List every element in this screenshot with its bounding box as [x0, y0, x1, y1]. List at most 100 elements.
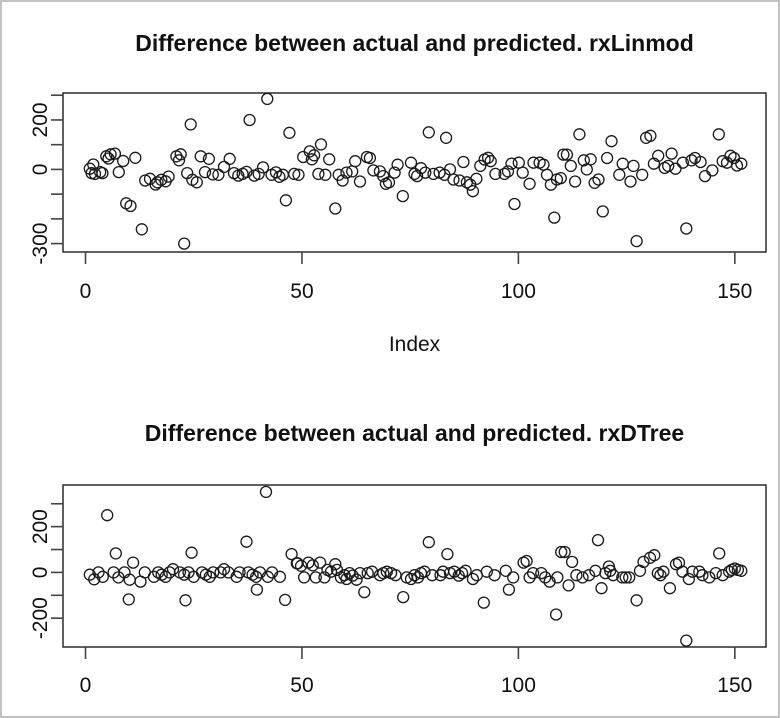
data-point	[619, 571, 632, 584]
data-point	[605, 135, 618, 148]
data-point	[735, 564, 748, 577]
data-point	[324, 565, 338, 578]
data-point	[353, 566, 367, 580]
data-point	[261, 570, 274, 583]
x-tick-label: 100	[501, 280, 536, 303]
data-point	[676, 565, 689, 578]
data-point	[88, 573, 101, 586]
data-point	[172, 154, 186, 167]
data-point	[363, 151, 377, 165]
data-point	[474, 159, 487, 173]
data-point	[123, 573, 136, 586]
data-point	[600, 151, 614, 165]
data-point	[250, 583, 264, 596]
data-point	[507, 571, 520, 584]
data-point	[336, 174, 349, 187]
data-point	[488, 569, 501, 582]
data-point	[291, 557, 304, 570]
data-point	[233, 566, 246, 579]
data-point	[520, 554, 533, 568]
data-point	[314, 138, 328, 151]
data-point	[648, 549, 661, 562]
data-point	[240, 165, 253, 179]
x-tick-label: 150	[717, 674, 752, 697]
data-point	[484, 155, 497, 168]
data-point	[685, 154, 698, 167]
data-point	[481, 151, 495, 164]
data-point	[294, 559, 308, 572]
data-point	[214, 566, 227, 579]
data-point	[313, 556, 327, 569]
data-point	[206, 168, 219, 181]
data-point	[178, 237, 191, 250]
y-tick-label: -300	[29, 223, 52, 265]
data-point	[279, 194, 293, 207]
data-point	[126, 556, 140, 569]
data-point	[426, 569, 439, 582]
data-point	[108, 147, 122, 160]
data-point	[309, 571, 322, 584]
data-point	[624, 175, 637, 188]
data-point	[616, 571, 629, 584]
data-point	[217, 160, 231, 174]
data-point	[273, 570, 287, 583]
data-point	[549, 608, 563, 621]
y-tick-label: -200	[29, 597, 52, 639]
data-point	[88, 167, 102, 181]
plot-box	[62, 484, 767, 648]
data-point	[92, 566, 105, 579]
data-point	[349, 155, 362, 168]
data-point	[391, 158, 404, 171]
data-point	[735, 157, 748, 170]
data-point	[441, 547, 454, 561]
data-point	[198, 165, 212, 179]
data-point	[554, 171, 567, 185]
data-point	[644, 129, 657, 142]
data-point	[535, 566, 548, 580]
data-point	[596, 205, 609, 218]
data-point	[573, 128, 586, 141]
data-point	[249, 570, 263, 583]
data-point	[523, 177, 536, 190]
data-point	[696, 569, 709, 582]
data-point	[498, 167, 511, 181]
data-point	[557, 148, 570, 161]
data-point	[207, 566, 220, 579]
data-point	[202, 152, 216, 165]
data-point	[278, 593, 292, 607]
data-point	[558, 545, 571, 559]
data-point	[96, 570, 109, 583]
data-point	[179, 594, 192, 607]
data-point	[657, 565, 670, 578]
data-point	[276, 168, 290, 181]
data-point	[104, 148, 117, 161]
data-point	[159, 570, 172, 583]
data-point	[223, 152, 236, 165]
data-point	[329, 558, 342, 571]
data-point	[663, 582, 677, 595]
data-point	[307, 149, 321, 162]
data-point	[396, 189, 409, 203]
data-point	[410, 169, 424, 183]
data-point	[576, 571, 589, 584]
data-point	[135, 223, 148, 236]
data-point	[174, 148, 187, 161]
data-point	[109, 547, 122, 560]
data-point	[466, 572, 480, 586]
data-point	[422, 126, 435, 139]
data-point	[698, 169, 712, 183]
data-point	[713, 547, 726, 560]
data-point	[706, 164, 719, 177]
data-point	[501, 165, 515, 178]
data-point	[434, 569, 447, 582]
data-point	[543, 575, 556, 588]
data-point	[147, 570, 161, 583]
data-point	[669, 162, 682, 175]
data-point	[651, 566, 664, 580]
data-point	[665, 147, 678, 160]
data-point	[627, 159, 640, 173]
data-point	[382, 176, 396, 189]
data-point	[588, 176, 601, 189]
data-point	[283, 126, 296, 139]
data-point	[285, 547, 298, 561]
